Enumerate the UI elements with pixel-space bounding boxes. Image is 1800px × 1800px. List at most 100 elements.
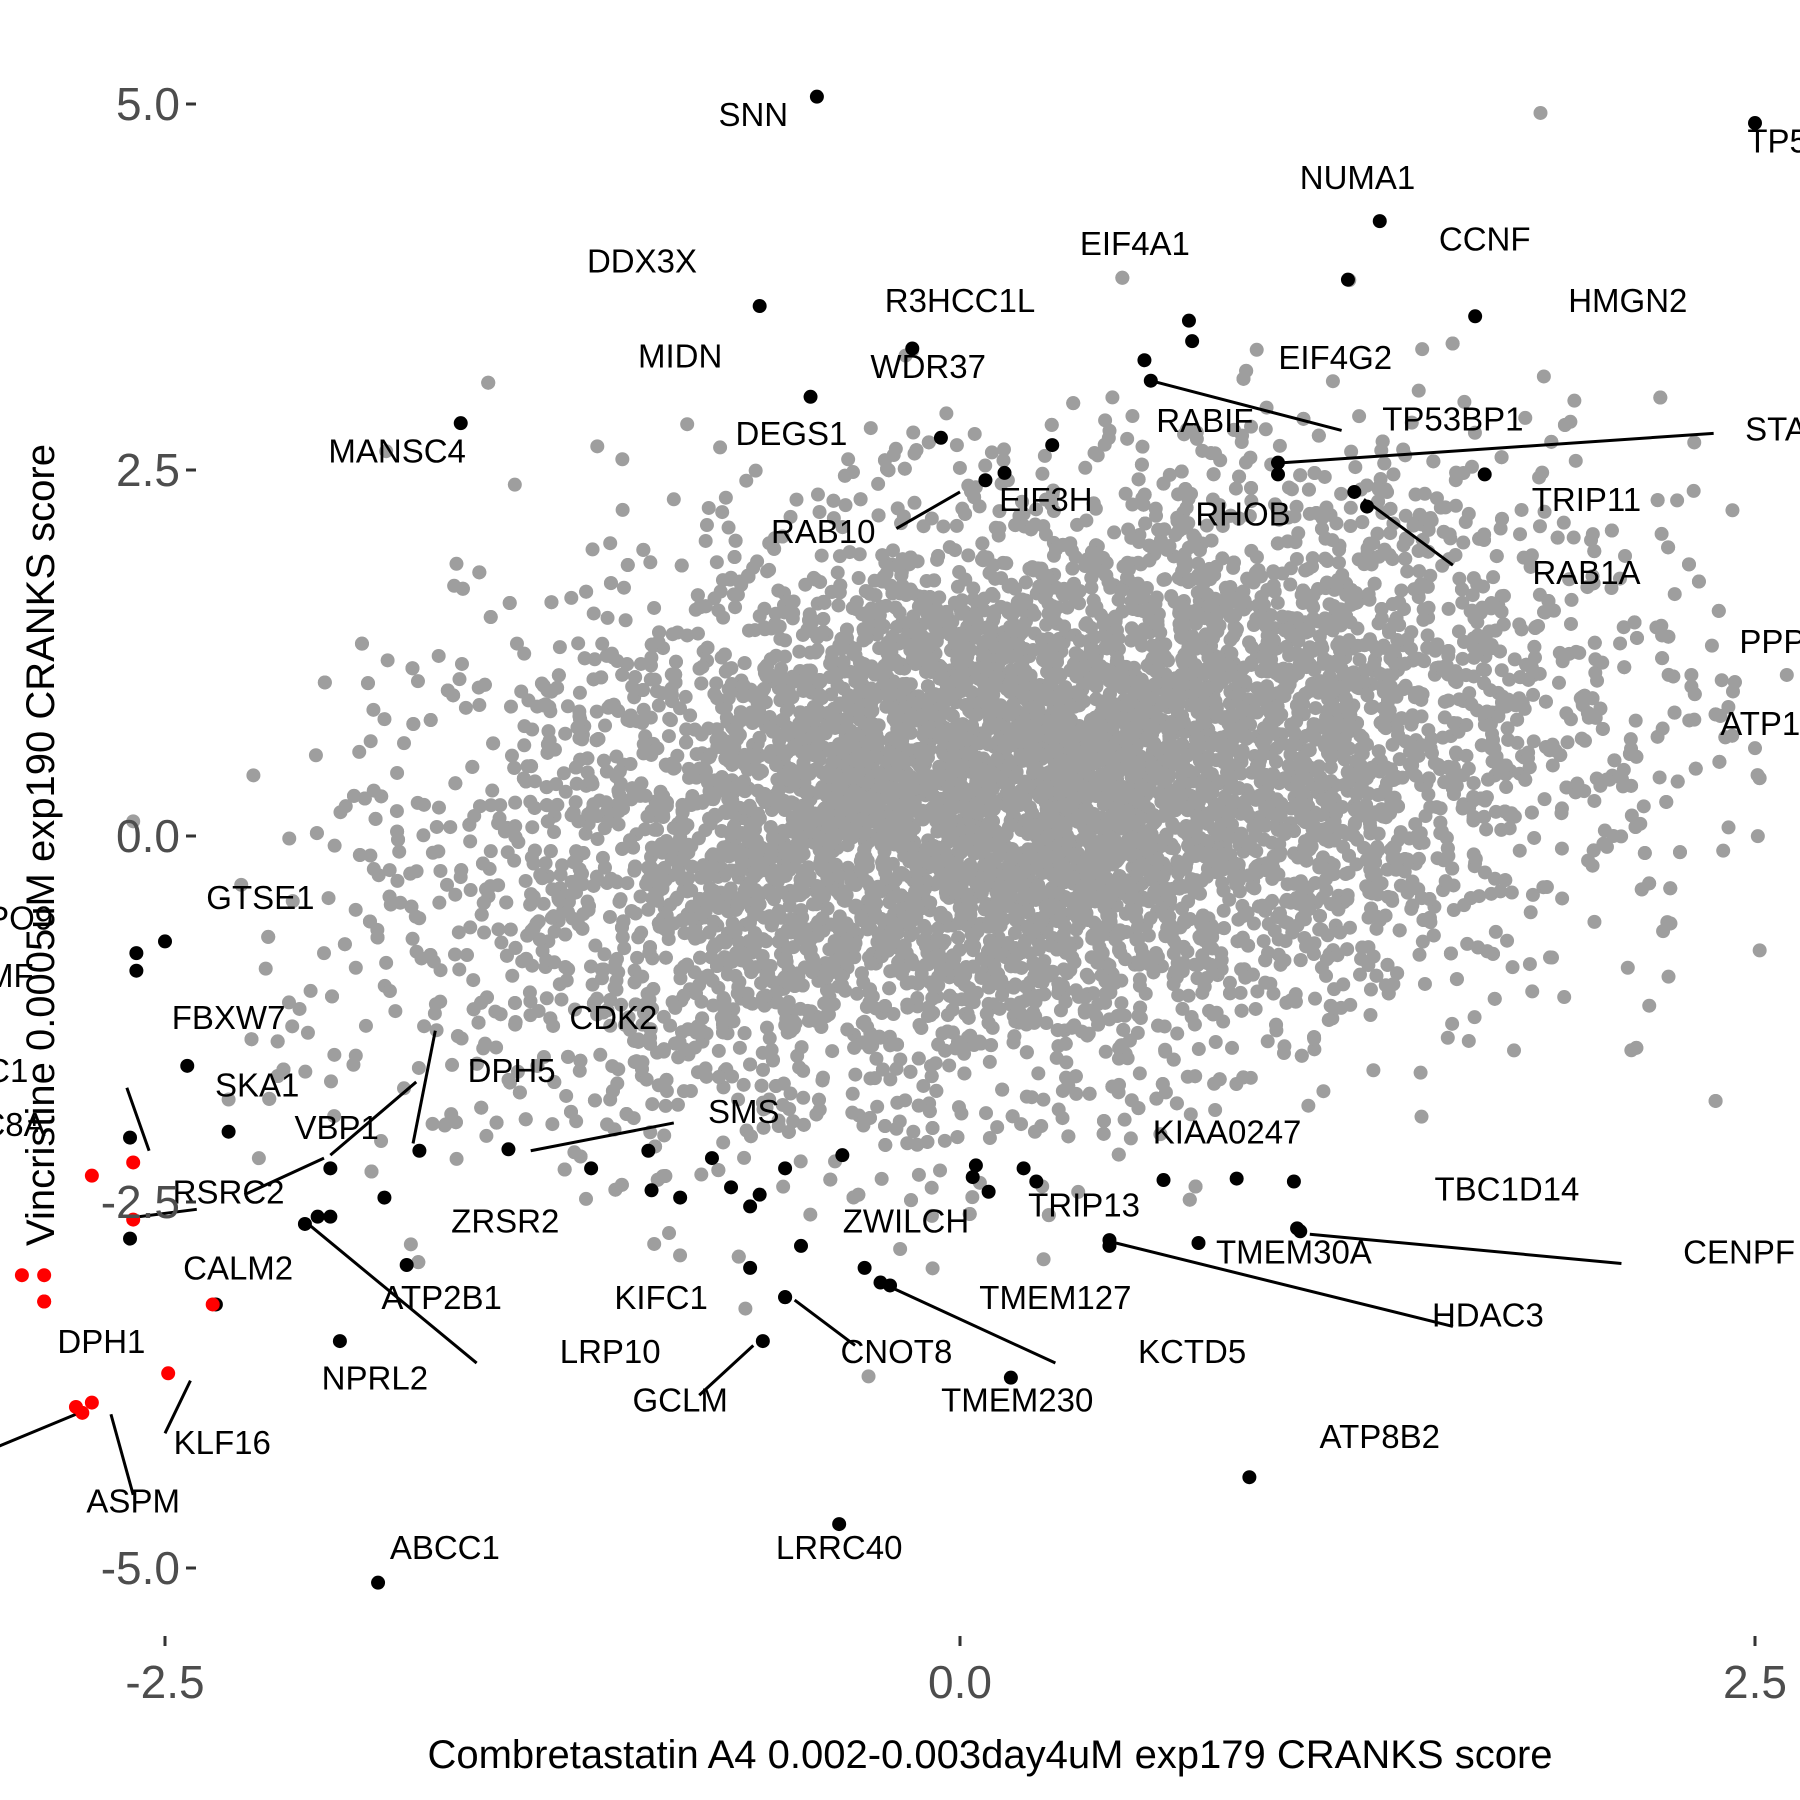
background-point [845, 1086, 860, 1101]
background-point [466, 973, 481, 988]
background-point [756, 1120, 771, 1135]
background-point [925, 1261, 940, 1276]
background-point [928, 1056, 943, 1071]
background-point [1258, 422, 1273, 437]
background-point [645, 1097, 660, 1112]
background-point [933, 1163, 948, 1178]
background-point [392, 844, 407, 859]
background-point [852, 547, 867, 562]
background-point [651, 698, 666, 713]
background-point [390, 873, 405, 888]
background-point [586, 606, 601, 621]
background-point [627, 963, 642, 978]
background-point [903, 1064, 918, 1079]
background-point [1445, 1016, 1460, 1031]
background-point [832, 549, 847, 564]
background-point [492, 811, 507, 826]
background-point [713, 440, 728, 455]
background-point [1421, 787, 1436, 802]
background-point [1452, 571, 1467, 586]
background-point [458, 700, 473, 715]
background-point [600, 610, 615, 625]
background-point [1486, 570, 1501, 585]
background-point [1336, 977, 1351, 992]
background-point [432, 895, 447, 910]
background-point [452, 672, 467, 687]
background-point [845, 1105, 860, 1120]
background-point [358, 1018, 373, 1033]
background-point [732, 1040, 747, 1055]
background-point [1613, 636, 1628, 651]
background-point [1331, 555, 1346, 570]
background-point [460, 948, 475, 963]
background-point [1467, 1010, 1482, 1025]
background-point [940, 1008, 955, 1023]
background-point [737, 1150, 752, 1165]
background-point [1308, 991, 1323, 1006]
background-point [966, 581, 981, 596]
background-point [647, 600, 662, 615]
background-point [979, 1106, 994, 1121]
background-point [538, 856, 553, 871]
background-point [1477, 865, 1492, 880]
background-point [643, 555, 658, 570]
background-point [698, 533, 713, 548]
background-point [602, 909, 617, 924]
background-point [579, 1191, 594, 1206]
background-point [1560, 735, 1575, 750]
background-point [477, 925, 492, 940]
background-point [831, 598, 846, 613]
background-point [451, 925, 466, 940]
background-point [796, 1090, 811, 1105]
background-point [1618, 548, 1633, 563]
background-point [1568, 453, 1583, 468]
background-point [1527, 830, 1542, 845]
background-point [1494, 663, 1509, 678]
background-point [1499, 780, 1514, 795]
background-point [1249, 550, 1264, 565]
background-point [1216, 903, 1231, 918]
background-point [433, 863, 448, 878]
background-point [1408, 817, 1423, 832]
background-point [911, 1167, 926, 1182]
background-point [1537, 792, 1552, 807]
background-point [1514, 502, 1529, 517]
background-point [1487, 871, 1502, 886]
background-point [1398, 508, 1413, 523]
background-point [1343, 997, 1358, 1012]
background-point [525, 820, 540, 835]
background-point [503, 699, 518, 714]
background-point [771, 1113, 786, 1128]
background-point [1417, 976, 1432, 991]
background-point [552, 640, 567, 655]
background-point [1564, 592, 1579, 607]
background-point [1244, 494, 1259, 509]
background-point [558, 726, 573, 741]
background-point [1246, 916, 1261, 931]
background-point [555, 858, 570, 873]
background-point [1102, 423, 1117, 438]
background-point [683, 1084, 698, 1099]
background-point [1612, 571, 1627, 586]
background-point [1636, 799, 1651, 814]
background-point [1456, 466, 1471, 481]
background-point [990, 1120, 1005, 1135]
background-point [1289, 499, 1304, 514]
background-point [1522, 957, 1537, 972]
background-point [501, 1072, 516, 1087]
background-point [1457, 394, 1472, 409]
background-point [1412, 947, 1427, 962]
background-point [752, 609, 767, 624]
background-point [982, 1054, 997, 1069]
background-point [448, 887, 463, 902]
background-point [1117, 1112, 1132, 1127]
background-point [303, 983, 318, 998]
background-point [871, 476, 886, 491]
background-point [1479, 822, 1494, 837]
background-point [298, 1064, 313, 1079]
background-point [1123, 1131, 1138, 1146]
background-point [1423, 568, 1438, 583]
background-point [678, 689, 693, 704]
background-point [1670, 493, 1685, 508]
